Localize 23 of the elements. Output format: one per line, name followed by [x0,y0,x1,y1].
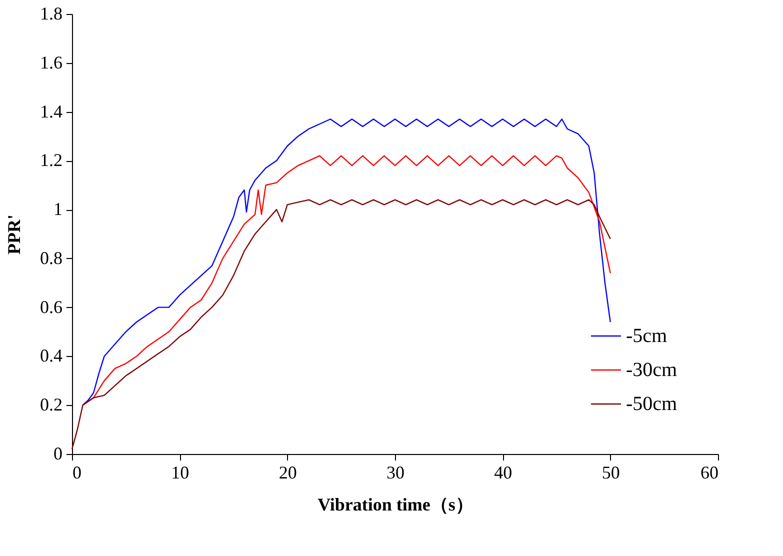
x-tick-label: 30 [386,462,404,482]
x-tick-label: 40 [494,462,512,482]
x-tick-label: 10 [171,462,190,482]
y-tick-label: 0.2 [40,394,62,415]
y-tick-label: 1.2 [40,150,62,170]
x-tick-label: 60 [700,462,718,482]
legend-label: -5cm [626,325,668,347]
legend-label: -50cm [626,393,678,415]
y-tick-label: 1 [54,199,62,220]
x-tick-label: 50 [602,462,620,482]
y-tick-label: 0.6 [40,296,62,317]
y-axis-title: PPR' [4,214,24,254]
y-tick-label: 1.6 [40,52,62,72]
legend-label: -30cm [626,359,678,381]
x-axis-title: Vibration time（s） [318,494,474,514]
x-tick-label: 0 [72,462,82,482]
y-tick-label: 1.4 [40,101,62,122]
y-tick-label: 0 [54,444,62,464]
y-tick-label: 0.4 [40,346,62,366]
y-tick-label: 0.8 [40,248,62,268]
x-tick-label: 20 [278,462,297,482]
y-tick-label: 1.8 [40,4,62,24]
line-series [71,199,611,450]
